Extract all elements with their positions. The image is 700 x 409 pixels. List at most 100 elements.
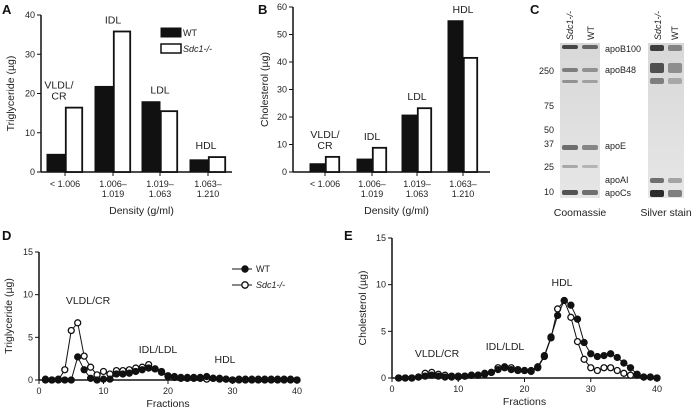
x-tick-label: 0 (36, 386, 41, 396)
bar-wt (356, 158, 373, 173)
data-point-sdc1-ko (67, 326, 75, 335)
gel-band (562, 68, 578, 72)
series-line-wt (398, 299, 658, 379)
gel-band (582, 145, 598, 150)
gel-band (562, 190, 578, 195)
data-point-wt (534, 363, 542, 371)
data-point-wt (164, 372, 172, 380)
data-point-wt (203, 372, 211, 381)
y-axis-label: Cholesterol (µg) (259, 52, 271, 127)
bar-wt (189, 159, 209, 173)
legend-swatch-wt (160, 27, 182, 38)
legend-marker-sdc1-ko (241, 281, 249, 289)
data-point-wt (514, 366, 522, 375)
data-point-wt (196, 373, 204, 382)
gel-band (668, 190, 682, 197)
y-tick-label: 10 (376, 280, 386, 290)
legend-label-wt: WT (256, 264, 270, 274)
region-annotation: VLDL/CR (66, 295, 111, 307)
data-point-wt (606, 350, 615, 358)
data-point-wt (54, 375, 62, 383)
legend-label-sdc1-ko: Sdc1-/- (256, 280, 285, 290)
x-tick-label: 20 (519, 384, 529, 394)
x-tick-label: 1.006– 1.019 (358, 179, 386, 199)
data-point-wt (93, 376, 101, 384)
data-point-wt (106, 375, 114, 383)
mw-marker: 250 (539, 66, 554, 76)
y-tick-label: 10 (23, 290, 33, 300)
data-point-wt (41, 375, 50, 383)
bar-wt (401, 114, 418, 173)
panel-label-c: C (530, 2, 540, 17)
x-tick-label: 40 (292, 386, 302, 396)
bar-sdc1-ko (207, 156, 227, 173)
data-point-wt (408, 374, 416, 382)
y-tick-label: 60 (277, 2, 287, 12)
data-point-wt (454, 373, 462, 381)
region-annotation: HDL (214, 354, 235, 366)
data-point-wt (254, 375, 262, 383)
data-point-wt (228, 376, 237, 384)
region-annotation: VLDL/CR (415, 348, 460, 360)
x-tick-label: 40 (652, 384, 662, 394)
chart-a: 0 10 20 30 40 Triglyceride (µg) Density (g/ml)… (5, 10, 232, 217)
bar-wt (309, 163, 326, 173)
y-axis-label: Triglyceride (µg) (5, 56, 17, 132)
data-point-sdc1-ko (61, 366, 69, 374)
gel-band (668, 63, 682, 73)
data-point-wt (600, 351, 608, 360)
data-point-sdc1-ko (74, 319, 82, 327)
data-point-wt (157, 367, 166, 376)
y-tick-label: 5 (28, 332, 33, 342)
data-point-wt (132, 367, 140, 376)
band-label: apoAI (605, 175, 629, 185)
bar-wt (141, 101, 161, 173)
data-point-wt (280, 375, 288, 383)
data-point-wt (112, 370, 121, 378)
y-tick-label: 40 (25, 10, 35, 20)
y-tick-label: 30 (25, 49, 35, 59)
bar-sdc1-ko (159, 110, 179, 173)
gel-band (582, 68, 598, 72)
data-point-wt (467, 371, 476, 379)
data-point-wt (580, 338, 588, 347)
data-point-sdc1-ko (580, 355, 588, 363)
band-label: apoB100 (605, 44, 641, 54)
data-point-wt (183, 373, 192, 382)
data-point-wt (646, 373, 655, 381)
data-point-wt (474, 371, 482, 379)
data-point-wt (560, 296, 568, 305)
data-point-sdc1-ko (99, 367, 108, 376)
x-tick-label: 10 (453, 384, 463, 394)
category-annotation: LDL (150, 85, 169, 97)
bar-wt (46, 153, 66, 173)
category-annotation: VLDL/CR (44, 80, 73, 103)
data-point-wt (119, 370, 127, 378)
legend-marker-wt (241, 265, 249, 273)
data-point-wt (273, 375, 282, 383)
y-axis-label: Triglyceride (µg) (3, 278, 15, 354)
mw-marker: 25 (544, 162, 554, 172)
panel-label-d: D (2, 228, 11, 243)
data-point-wt (190, 373, 198, 382)
chart-e: 0 10 20 30 40 0 5 10 15 Fractions Cholesterol (µg)… (357, 233, 662, 408)
y-tick-label: 20 (25, 89, 35, 99)
category-annotation: HDL (195, 140, 216, 152)
data-point-wt (434, 372, 443, 380)
lane-label-wt: WT (586, 26, 596, 40)
gel-band (650, 63, 664, 73)
bar-sdc1-ko (112, 30, 132, 173)
data-point-wt (567, 301, 575, 309)
data-point-wt (394, 374, 403, 382)
y-tick-label: 0 (282, 167, 287, 177)
data-point-wt (222, 375, 230, 383)
x-tick-label: 1.006– 1.019 (99, 179, 127, 199)
data-point-wt (267, 375, 275, 383)
data-point-wt (99, 375, 108, 383)
category-annotation: LDL (407, 91, 426, 103)
data-point-wt (640, 373, 648, 381)
x-tick-label: 1.019– 1.063 (403, 179, 431, 199)
gel-band (562, 145, 578, 150)
data-point-wt (293, 376, 301, 384)
